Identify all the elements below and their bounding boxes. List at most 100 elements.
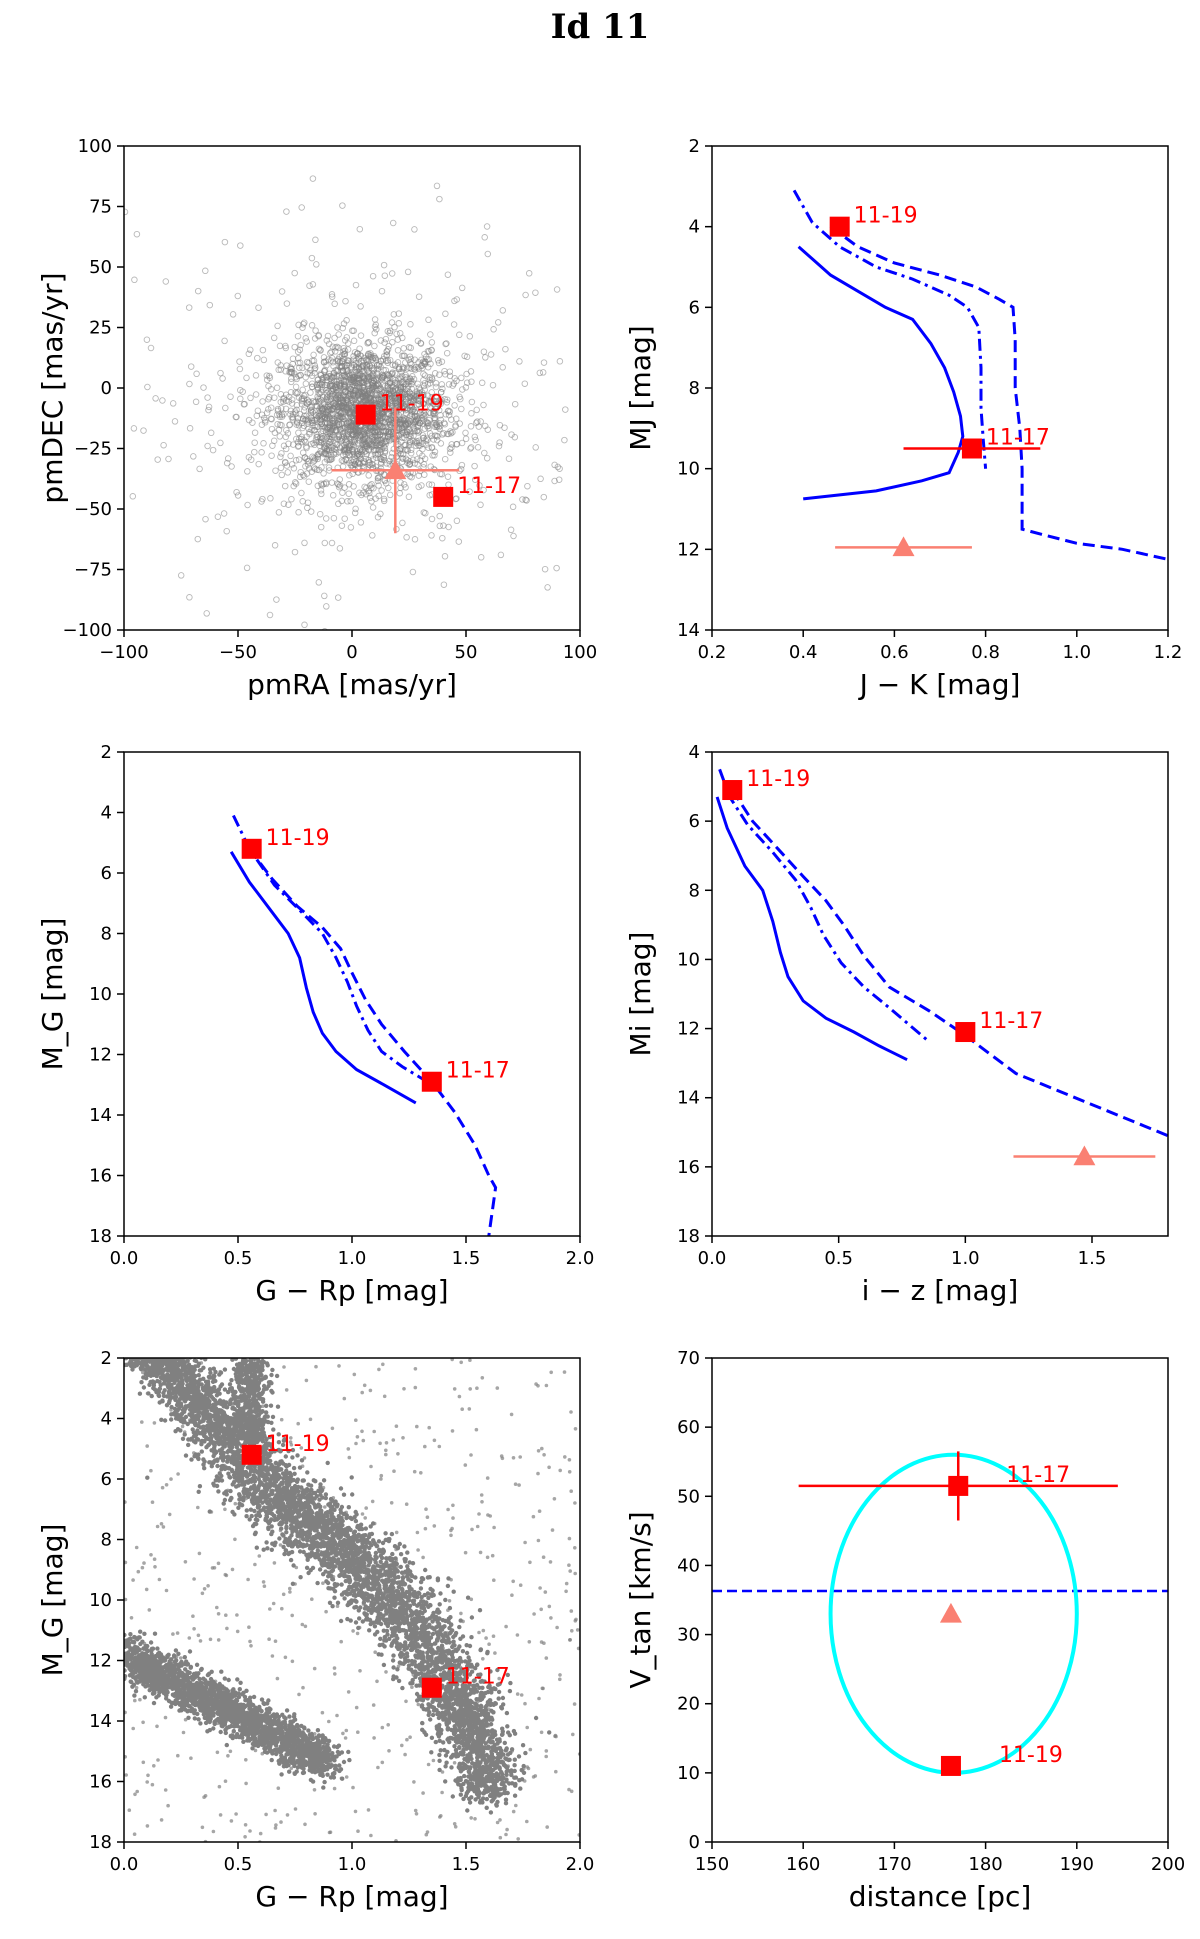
field-star-point xyxy=(505,1724,510,1729)
field-star-point xyxy=(396,489,403,497)
x-tick-label: 100 xyxy=(563,642,597,663)
field-star-point xyxy=(407,394,415,401)
field-star-point xyxy=(328,431,335,438)
field-star-point xyxy=(233,488,240,496)
field-star-point xyxy=(243,374,250,382)
field-star-point xyxy=(276,421,284,429)
field-star-point xyxy=(169,400,177,407)
field-star-point xyxy=(318,405,326,413)
field-star-point xyxy=(267,495,274,502)
field-star-point xyxy=(321,592,328,600)
x-tick-label: 0.2 xyxy=(698,642,727,663)
field-star-point xyxy=(389,338,396,346)
field-star-point xyxy=(300,320,307,328)
field-star-point xyxy=(474,444,482,451)
field-star-point xyxy=(307,366,314,374)
field-star-point xyxy=(233,413,240,421)
field-star-point xyxy=(23,325,29,331)
field-star-point xyxy=(145,1345,149,1349)
field-star-point xyxy=(489,381,497,389)
x-tick-label: 0.5 xyxy=(224,1248,253,1269)
field-star-point xyxy=(394,347,402,354)
field-star-point xyxy=(343,394,350,401)
model-curve-dashdot xyxy=(792,189,988,469)
field-star-point xyxy=(141,1342,145,1346)
field-star-point xyxy=(189,1352,193,1356)
field-star-point xyxy=(409,397,417,405)
field-star-point xyxy=(353,1518,359,1524)
field-star-point xyxy=(152,1340,156,1344)
field-star-point xyxy=(636,570,642,576)
field-star-point xyxy=(284,469,292,476)
field-star-point xyxy=(349,430,357,438)
field-star-point xyxy=(523,1750,528,1756)
field-star-point xyxy=(466,488,473,495)
field-star-point xyxy=(443,1779,448,1784)
field-star-point xyxy=(274,359,282,366)
field-star-point xyxy=(193,370,200,378)
field-star-point xyxy=(402,422,410,429)
field-star-point xyxy=(345,490,353,497)
field-star-point xyxy=(375,482,382,489)
x-tick-label: 1.0 xyxy=(338,1248,367,1269)
field-star-point xyxy=(349,327,356,334)
field-star-point xyxy=(190,453,197,460)
field-star-point xyxy=(321,368,328,375)
field-star-point xyxy=(296,410,304,418)
field-star-point xyxy=(310,351,317,359)
field-star-point xyxy=(295,422,303,429)
field-star-point xyxy=(511,400,519,408)
field-star-point xyxy=(251,429,259,436)
x-tick-label: 0.8 xyxy=(971,642,1000,663)
field-star-point xyxy=(307,407,315,414)
field-star-point xyxy=(152,1335,156,1339)
field-star-point xyxy=(480,1685,485,1691)
field-star-point xyxy=(115,1340,119,1344)
field-star-point xyxy=(356,225,364,233)
field-star-point xyxy=(413,388,421,395)
field-star-point xyxy=(386,491,394,499)
field-star-point xyxy=(116,1342,120,1346)
field-star-point xyxy=(441,367,448,375)
field-star-point xyxy=(453,415,460,423)
field-star-point xyxy=(291,479,299,486)
field-star-point xyxy=(505,1752,511,1757)
field-star-point xyxy=(435,359,443,367)
field-star-point xyxy=(344,367,351,375)
field-star-point xyxy=(261,1547,266,1552)
field-star-point xyxy=(308,322,316,329)
field-star-point xyxy=(437,389,445,396)
x-tick-label: 1.5 xyxy=(1078,1248,1107,1269)
field-star-point xyxy=(288,368,295,375)
field-star-point xyxy=(164,1348,168,1352)
field-star-point xyxy=(512,1768,517,1774)
field-star-point xyxy=(441,553,449,560)
field-star-point xyxy=(495,1667,500,1673)
field-star-point xyxy=(340,320,348,327)
field-star-point xyxy=(438,358,446,365)
field-star-point xyxy=(408,473,415,481)
field-star-point xyxy=(374,477,382,485)
field-star-point xyxy=(303,444,310,452)
field-star-point xyxy=(367,385,374,392)
field-star-point xyxy=(328,348,335,356)
field-star-point xyxy=(324,412,332,420)
field-star-point xyxy=(525,270,533,277)
field-star-point xyxy=(377,455,385,463)
x-tick-label: 0.0 xyxy=(110,1248,139,1269)
field-star-point xyxy=(196,1373,201,1378)
field-star-point xyxy=(323,1492,329,1497)
field-star-point xyxy=(421,379,429,387)
field-star-point xyxy=(374,369,381,377)
field-star-point xyxy=(469,1635,474,1640)
field-star-point xyxy=(456,331,463,339)
field-star-point xyxy=(220,510,228,517)
field-star-point xyxy=(421,372,429,379)
field-star-point xyxy=(396,446,403,453)
field-star-point xyxy=(411,366,419,374)
field-star-point xyxy=(369,504,377,511)
field-star-point xyxy=(237,242,244,249)
field-star-point xyxy=(217,439,224,447)
